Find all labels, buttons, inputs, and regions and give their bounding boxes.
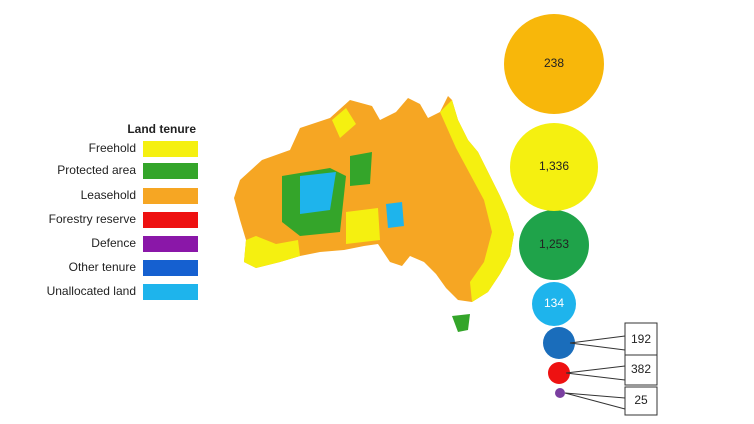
legend-label: Forestry reserve	[49, 212, 137, 226]
legend-swatch	[143, 188, 198, 204]
legend: Freehold Protected area Leasehold Forestry …	[47, 141, 198, 300]
unallocated-patch	[386, 202, 404, 228]
leader-line	[564, 392, 626, 399]
legend-label: Defence	[91, 236, 136, 250]
legend-swatch	[143, 236, 198, 252]
bubble	[543, 327, 575, 359]
legend-title: Land tenure	[127, 122, 196, 136]
bubble-label: 192	[631, 332, 651, 346]
legend-label: Freehold	[89, 141, 136, 155]
legend-label: Protected area	[57, 163, 136, 177]
legend-label: Leasehold	[81, 188, 136, 202]
legend-label: Other tenure	[69, 260, 137, 274]
bubble-label: 25	[634, 393, 648, 407]
bubble-label: 134	[544, 296, 564, 310]
protected-patch	[350, 152, 372, 186]
label-box	[624, 386, 658, 416]
legend-label: Unallocated land	[47, 284, 136, 298]
bubble	[504, 14, 604, 114]
australia-map	[234, 96, 514, 332]
mainland	[234, 96, 514, 302]
legend-swatch	[143, 141, 198, 157]
tasmania	[452, 314, 470, 332]
bubble	[510, 123, 598, 211]
leader-line	[564, 392, 626, 410]
bubble-label: 1,336	[539, 159, 569, 173]
bubble	[519, 210, 589, 280]
legend-swatch	[143, 212, 198, 228]
legend-swatch	[143, 284, 198, 300]
bubble	[555, 388, 565, 398]
freehold-patch	[346, 208, 380, 244]
unallocated-patch	[300, 172, 336, 214]
bubble	[532, 282, 576, 326]
bubble-label: 1,253	[539, 237, 569, 251]
leader-line	[569, 335, 626, 344]
east-coast	[440, 100, 514, 302]
bubbles: 238 1,336 1,253 134 192 382 25	[504, 14, 658, 416]
leader-line	[565, 365, 626, 374]
bubble-label: 382	[631, 362, 651, 376]
legend-swatch	[143, 163, 198, 179]
leader-line	[569, 342, 626, 351]
bubble	[548, 362, 570, 384]
freehold-patch	[332, 108, 356, 138]
label-box	[624, 354, 658, 386]
bubble-label: 238	[544, 56, 564, 70]
leader-line	[565, 372, 626, 381]
south-west	[244, 236, 300, 268]
legend-swatch	[143, 260, 198, 276]
